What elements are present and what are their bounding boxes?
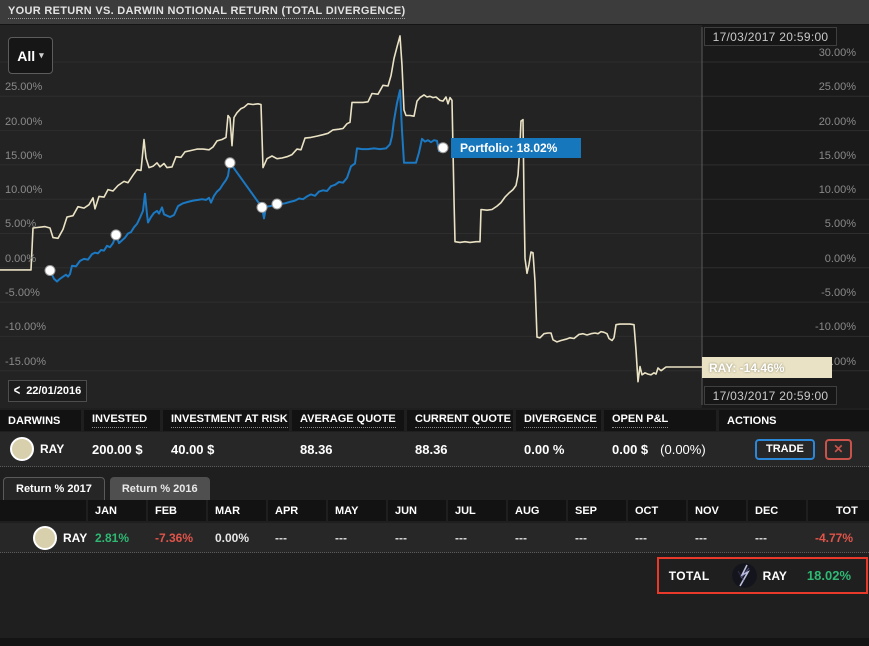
crosshair-date-bottom: 17/03/2017 20:59:00 <box>704 386 837 405</box>
return-aug: --- <box>515 530 527 545</box>
return-oct: --- <box>635 530 647 545</box>
darwin-avatar-image <box>731 563 757 588</box>
range-selector-label: All <box>17 47 36 64</box>
range-selector-dropdown[interactable]: All ▾ <box>8 37 53 74</box>
month-header-nov: NOV <box>688 500 746 521</box>
month-header-dec: DEC <box>748 500 806 521</box>
monthly-row: RAY 2.81% -7.36% 0.00% --- --- --- --- -… <box>0 523 869 553</box>
col-header-current-quote[interactable]: CURRENT QUOTE <box>407 410 513 431</box>
crosshair-date-top: 17/03/2017 20:59:00 <box>704 27 837 46</box>
col-header-darwins: DARWINS <box>0 410 81 431</box>
month-header-tot: TOT <box>808 500 869 521</box>
return-mar: 0.00% <box>215 530 250 545</box>
caret-down-icon: ▾ <box>39 50 44 60</box>
month-header-apr: APR <box>268 500 326 521</box>
col-header-open-pl[interactable]: OPEN P&L <box>604 410 716 431</box>
col-header-divergence[interactable]: DIVERGENCE <box>516 410 601 431</box>
return-jul: --- <box>455 530 467 545</box>
chevron-left-icon: < <box>13 383 21 399</box>
return-jan: 2.81% <box>95 530 130 545</box>
month-header-oct: OCT <box>628 500 686 521</box>
month-header-jun: JUN <box>388 500 446 521</box>
divergence-value: 0.00 % <box>524 441 565 457</box>
close-icon[interactable]: ✕ <box>824 438 852 460</box>
total-return-value: 18.02% <box>806 568 851 583</box>
average-quote-value: 88.36 <box>300 441 333 457</box>
month-header-jul: JUL <box>448 500 506 521</box>
monthly-returns-table: JAN FEB MAR APR MAY JUN JUL AUG SEP OCT … <box>0 500 869 553</box>
return-dec: --- <box>755 530 767 545</box>
darwin-name: RAY <box>40 442 65 456</box>
col-header-investment-at-risk[interactable]: INVESTMENT AT RISK <box>163 410 289 431</box>
return-tabs: Return % 2017 Return % 2016 <box>3 477 210 500</box>
return-apr: --- <box>275 530 287 545</box>
portfolio-tooltip: Portfolio: 18.02% <box>451 138 581 158</box>
return-may: --- <box>335 530 347 545</box>
darwin-avatar <box>10 437 34 461</box>
tab-return-2017[interactable]: Return % 2017 <box>3 477 105 500</box>
return-feb: -7.36% <box>155 530 194 545</box>
open-pl-percent: (0.00%) <box>660 441 706 457</box>
month-header-feb: FEB <box>148 500 206 521</box>
open-pl-cell: 0.00 $ (0.00%) <box>604 442 716 457</box>
darwin-name: RAY <box>762 568 787 583</box>
start-date-label: 22/01/2016 <box>26 385 82 397</box>
total-label: TOTAL <box>668 568 710 583</box>
invested-value: 200.00 $ <box>92 441 143 457</box>
page-title: YOUR RETURN VS. DARWIN NOTIONAL RETURN (… <box>8 5 406 19</box>
trade-button[interactable]: TRADE <box>755 438 815 460</box>
ray-series-value-label: RAY: -14.46% <box>702 357 832 378</box>
chart: 25.00% 20.00% 15.00% 10.00% 5.00% 0.00% -5.00%… <box>0 25 869 408</box>
darwin-avatar <box>731 563 757 588</box>
monthly-header: JAN FEB MAR APR MAY JUN JUL AUG SEP OCT … <box>0 500 869 521</box>
current-quote-value: 88.36 <box>415 441 448 457</box>
actions-cell: TRADE ✕ <box>719 438 866 460</box>
return-divergence-chart[interactable] <box>0 25 869 408</box>
total-return-box: TOTAL RAY 18.02% <box>657 557 868 594</box>
return-sep: --- <box>575 530 587 545</box>
chart-title-bar: YOUR RETURN VS. DARWIN NOTIONAL RETURN (… <box>0 0 869 25</box>
month-header-jan: JAN <box>88 500 146 521</box>
col-header-invested[interactable]: INVESTED <box>84 410 160 431</box>
col-header-average-quote[interactable]: AVERAGE QUOTE <box>292 410 404 431</box>
month-header-empty <box>0 500 86 521</box>
scroll-back-date-button[interactable]: < 22/01/2016 <box>8 380 87 402</box>
table-row: RAY 200.00 $ 40.00 $ 88.36 88.36 0.00 % … <box>0 432 869 467</box>
darwin-avatar <box>33 525 57 550</box>
return-nov: --- <box>695 530 707 545</box>
positions-table: DARWINS INVESTED INVESTMENT AT RISK AVER… <box>0 410 869 467</box>
return-jun: --- <box>395 530 407 545</box>
investment-at-risk-value: 40.00 $ <box>171 441 215 457</box>
darwin-cell: RAY <box>0 525 88 550</box>
window-bottom-edge <box>0 638 869 646</box>
month-header-may: MAY <box>328 500 386 521</box>
return-total-year: -4.77% <box>815 530 854 545</box>
positions-table-header: DARWINS INVESTED INVESTMENT AT RISK AVER… <box>0 410 869 431</box>
darwin-name: RAY <box>63 530 88 545</box>
tab-return-2016[interactable]: Return % 2016 <box>109 477 210 500</box>
darwin-cell: RAY <box>0 437 81 461</box>
month-header-mar: MAR <box>208 500 266 521</box>
open-pl-value: 0.00 $ <box>612 441 649 457</box>
month-header-sep: SEP <box>568 500 626 521</box>
col-header-actions: ACTIONS <box>719 410 869 431</box>
month-header-aug: AUG <box>508 500 566 521</box>
